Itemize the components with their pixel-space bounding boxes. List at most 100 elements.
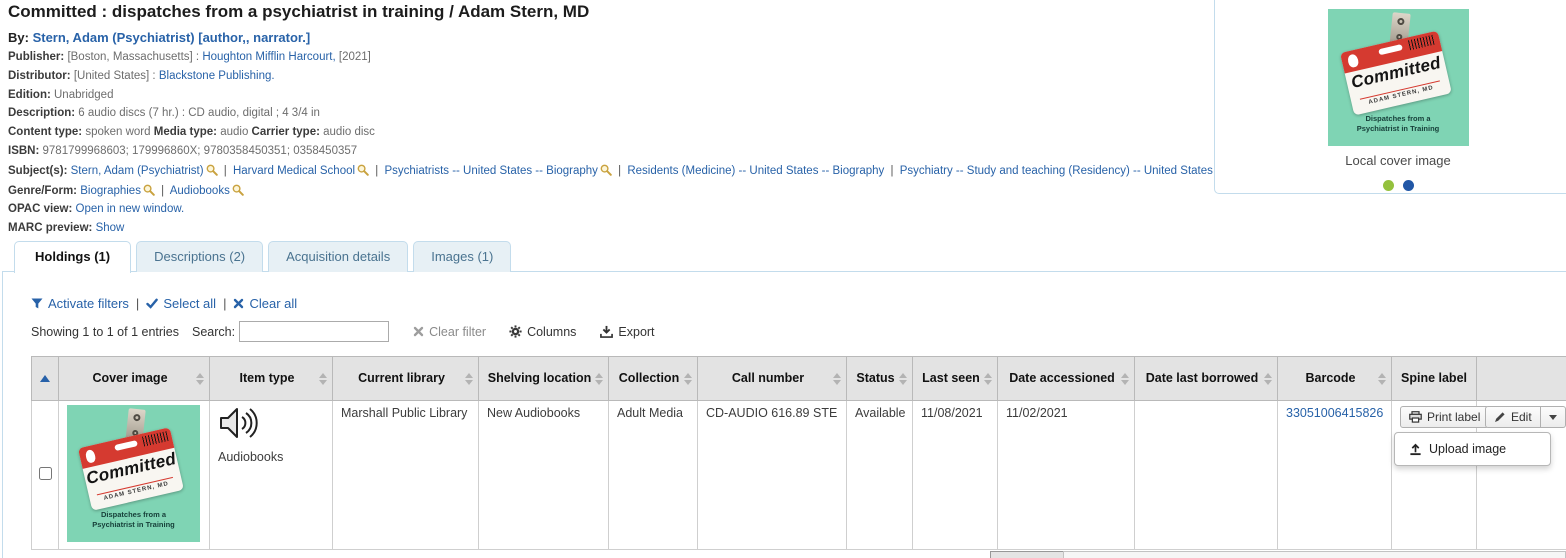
chevron-down-icon [1548,414,1557,420]
pagination-partial[interactable] [990,551,1064,558]
row-select-cell [31,400,59,550]
header-date-accessioned[interactable]: Date accessioned [997,356,1135,401]
barcode-cell: 33051006415826 [1277,400,1392,550]
header-collection[interactable]: Collection [608,356,698,401]
sort-icon [1121,372,1129,385]
tab-descriptions[interactable]: Descriptions (2) [136,241,264,272]
distributor-link[interactable]: Blackstone Publishing. [158,69,275,82]
search-lens-icon[interactable] [143,184,155,196]
sort-icon [833,372,841,385]
upload-icon [1410,443,1421,455]
header-barcode[interactable]: Barcode [1277,356,1392,401]
columns-button[interactable]: Columns [509,325,576,339]
author-link[interactable]: Stern, Adam (Psychiatrist) [author,, nar… [32,30,311,45]
genre-link[interactable]: Audiobooks [169,184,230,197]
clear-all-link[interactable]: Clear all [233,296,297,311]
tab-images[interactable]: Images (1) [413,241,512,272]
edit-button[interactable]: Edit [1485,406,1541,428]
opac-view-line: OPAC view: Open in new window. [8,203,185,216]
clear-filter-button[interactable]: Clear filter [413,325,486,339]
x-icon [234,298,244,309]
header-cover-image[interactable]: Cover image [58,356,210,401]
bib-details: Committed : dispatches from a psychiatri… [8,2,1213,241]
header-shelving-location[interactable]: Shelving location [478,356,609,401]
table-controls-row: Showing 1 to 1 of 1 entries Search: Clea… [31,321,1566,342]
tab-holdings[interactable]: Holdings (1) [14,241,132,273]
sort-icon [595,372,603,385]
types-line: Content type: spoken word Media type: au… [8,126,375,139]
actions-cell: Edit Upload image [1394,400,1566,550]
upload-image-menu-item[interactable]: Upload image [1395,437,1550,461]
sort-icon [684,372,692,385]
export-button[interactable]: Export [600,325,655,339]
sort-icon [899,372,907,385]
header-actions [1476,356,1566,401]
genre-line: Genre/Form: Biographies | Audiobooks [8,184,1203,198]
spine-label-cell: Print label [1391,400,1490,550]
subject-link[interactable]: Psychiatry -- Study and teaching (Reside… [899,164,1213,177]
search-label: Search: [192,324,236,339]
cover-carousel-dots [1382,180,1414,191]
badge-medic-icon [1346,53,1360,68]
search-lens-icon[interactable] [600,164,612,176]
marc-preview-show-link[interactable]: Show [95,222,125,235]
table-row: Committed ADAM STERN, MD Dispatches from… [31,400,1566,550]
sort-icon [465,372,473,385]
page-title: Committed : dispatches from a psychiatri… [8,2,590,21]
subject-link[interactable]: Stern, Adam (Psychiatrist) [70,164,204,177]
search-input[interactable] [239,321,390,342]
printer-icon [1409,411,1422,423]
select-all-link[interactable]: Select all [146,296,216,311]
item-type-label: Audiobooks [218,450,284,464]
current-library-cell: Marshall Public Library [332,400,479,550]
table-header-row: Cover image Item type Current library Sh… [31,356,1566,401]
carousel-dot-green[interactable] [1382,180,1394,191]
export-download-icon [600,325,614,338]
sort-icon [196,372,204,385]
search-lens-icon[interactable] [206,164,218,176]
genre-link[interactable]: Biographies [80,184,141,197]
header-select-sort[interactable] [31,356,59,401]
pencil-icon [1495,412,1505,422]
sort-icon [984,372,992,385]
header-date-last-borrowed[interactable]: Date last borrowed [1134,356,1278,401]
badge-barcode-graphic [1407,34,1436,50]
opac-view-link[interactable]: Open in new window. [75,203,185,216]
header-spine-label: Spine label [1391,356,1477,401]
subject-link[interactable]: Residents (Medicine) -- United States --… [627,164,885,177]
isbn-line: ISBN: 9781799968603; 179996860X; 9780358… [8,144,358,157]
search-lens-icon[interactable] [232,184,244,196]
distributor-line: Distributor: [United States] : Blackston… [8,69,275,82]
subject-link[interactable]: Harvard Medical School [232,164,356,177]
header-last-seen[interactable]: Last seen [912,356,998,401]
cover-subtitle: Dispatches from a Psychiatrist in Traini… [1356,114,1440,134]
sort-icon [319,372,327,385]
publisher-link[interactable]: Houghton Mifflin Harcourt, [202,51,336,63]
sort-icon [1378,372,1386,385]
header-call-number[interactable]: Call number [697,356,847,401]
speaker-icon [220,408,258,438]
author-line: By: Stern, Adam (Psychiatrist) [author,,… [8,30,1203,45]
subject-link[interactable]: Psychiatrists -- United States -- Biogra… [384,164,598,177]
call-number-cell: CD-AUDIO 616.89 STE [697,400,847,550]
tab-acquisition-details[interactable]: Acquisition details [268,241,409,272]
check-icon [146,298,159,309]
holdings-table: Cover image Item type Current library Sh… [31,356,1566,550]
date-last-borrowed-cell [1134,400,1278,550]
carousel-dot-blue[interactable] [1402,180,1414,191]
header-item-type[interactable]: Item type [209,356,333,401]
record-tabs: Holdings (1) Descriptions (2) Acquisitio… [14,241,512,273]
search-lens-icon[interactable] [357,164,369,176]
name-badge-graphic: Committed ADAM STERN, MD [1339,30,1452,116]
holdings-panel: Activate filters | Select all | Clear al… [2,271,1566,558]
last-seen-cell: 11/08/2021 [912,400,998,550]
sort-icon [1264,372,1272,385]
header-current-library[interactable]: Current library [332,356,479,401]
edit-dropdown-toggle[interactable] [1540,406,1566,428]
barcode-link[interactable]: 33051006415826 [1286,406,1384,420]
cover-thumbnail: Committed ADAM STERN, MD Dispatches from… [67,405,200,542]
header-status[interactable]: Status [846,356,913,401]
activate-filters-link[interactable]: Activate filters [31,296,129,311]
row-checkbox[interactable] [38,467,52,480]
